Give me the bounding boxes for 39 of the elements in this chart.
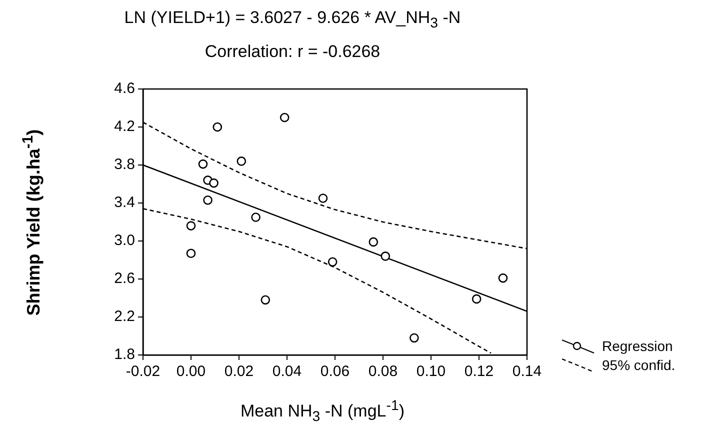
chart-subtitle: Correlation: r = -0.6268 xyxy=(204,42,382,62)
y-tick-label: 4.6 xyxy=(114,80,135,98)
point xyxy=(186,248,196,258)
legend-label: Regression xyxy=(602,338,673,354)
x-tick-label: -0.02 xyxy=(126,363,160,380)
point xyxy=(260,295,270,305)
point xyxy=(328,257,338,267)
point xyxy=(203,196,212,205)
x-tick-label: 0.00 xyxy=(176,363,206,380)
point xyxy=(410,333,419,343)
point xyxy=(209,178,218,188)
point xyxy=(498,273,508,283)
y-tick-label: 3.4 xyxy=(114,194,135,212)
point xyxy=(380,252,390,261)
y-tick-label: 2.2 xyxy=(114,308,135,326)
point xyxy=(251,212,260,222)
chart-title: LN (YIELD+1) = 3.6027 - 9.626 * AV_NH$_{3}$ -N xyxy=(123,8,462,32)
point xyxy=(472,294,482,304)
y-tick-label: 3.8 xyxy=(114,156,135,174)
x-tick-label: 0.10 xyxy=(416,363,446,380)
x-tick-label: 0.12 xyxy=(464,363,494,380)
y-tick-label: 4.2 xyxy=(114,118,135,136)
legend-label: 95% confid. xyxy=(602,356,676,372)
x-tick-label: 0.04 xyxy=(272,363,302,380)
x-tick-label: 0.02 xyxy=(224,363,254,380)
x-axis-title: Mean NH$_{3}$ -N (mgL$^{-1}$) xyxy=(239,398,406,426)
point xyxy=(212,122,222,132)
point xyxy=(236,156,246,166)
x-tick-label: 0.06 xyxy=(320,363,350,380)
point xyxy=(280,112,290,122)
point xyxy=(368,237,378,247)
y-tick-label: 3.0 xyxy=(114,232,135,250)
point xyxy=(186,221,196,230)
point xyxy=(318,194,328,203)
x-tick-label: 0.14 xyxy=(512,363,542,380)
y-tick-label: 2.6 xyxy=(114,270,135,288)
x-tick-label: 0.08 xyxy=(368,363,398,380)
y-tick-label: 1.8 xyxy=(114,346,135,364)
point xyxy=(198,159,208,169)
